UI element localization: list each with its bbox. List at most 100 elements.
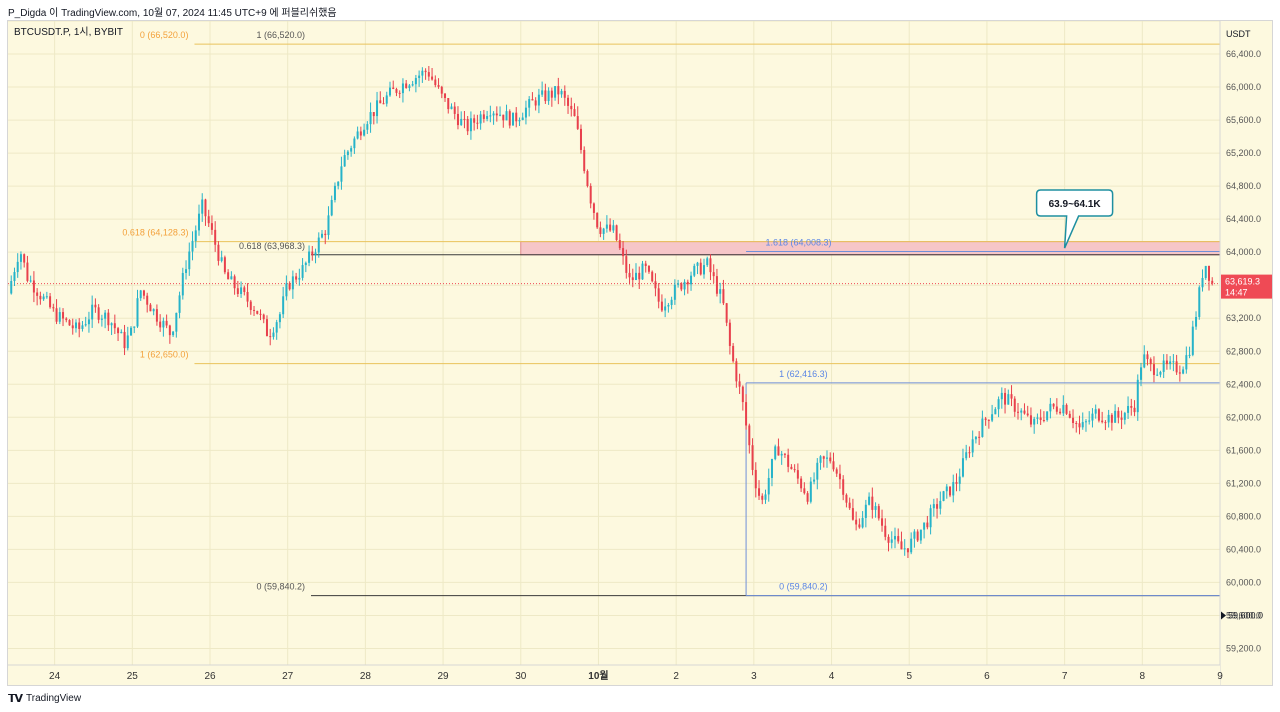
- candle-body: [382, 103, 385, 105]
- candle-body: [547, 90, 550, 102]
- candle-body: [848, 502, 851, 509]
- candle-body: [265, 319, 268, 337]
- candle-body: [32, 280, 35, 293]
- candle-body: [835, 469, 838, 474]
- candle-body: [887, 536, 890, 543]
- candle-body: [868, 496, 871, 505]
- candle-body: [855, 519, 858, 525]
- candle-body: [531, 99, 534, 101]
- candle-body: [647, 265, 650, 272]
- candle-body: [1146, 354, 1149, 360]
- candle-body: [269, 336, 272, 338]
- fib-level-label: 1 (62,416.3): [779, 369, 828, 379]
- price-tick-label: 62,000.0: [1226, 412, 1261, 422]
- candle-body: [790, 466, 793, 470]
- candle-body: [447, 98, 450, 110]
- candle-body: [816, 462, 819, 480]
- candle-body: [1123, 412, 1126, 420]
- candle-body: [476, 122, 479, 124]
- candle-body: [602, 228, 605, 234]
- candle-body: [576, 116, 579, 129]
- candle-body: [667, 304, 670, 307]
- candle-body: [298, 277, 301, 280]
- candle-body: [903, 548, 906, 550]
- candle-body: [1036, 417, 1039, 419]
- candle-body: [654, 281, 657, 289]
- candle-body: [961, 458, 964, 477]
- candle-body: [657, 288, 660, 302]
- candle-body: [615, 225, 618, 241]
- candle-body: [142, 290, 145, 296]
- candle-body: [1084, 421, 1087, 423]
- time-tick-label: 7: [1062, 671, 1068, 682]
- candle-body: [560, 90, 563, 95]
- candle-body: [534, 100, 537, 106]
- candle-body: [987, 419, 990, 421]
- candle-body: [958, 476, 961, 484]
- candle-body: [495, 113, 498, 116]
- callout-bubble: [1035, 189, 1114, 249]
- candle-body: [994, 409, 997, 415]
- chart-frame: 0 (66,520.0) 0.618 (64,128.3) 1 (62,650.0)…: [7, 20, 1273, 686]
- candle-body: [706, 258, 709, 266]
- candlestick-chart[interactable]: 0 (66,520.0) 0.618 (64,128.3) 1 (62,650.0)…: [8, 20, 1272, 685]
- candle-body: [84, 324, 87, 326]
- candle-body: [874, 506, 877, 510]
- candle-body: [1007, 394, 1010, 405]
- candle-body: [524, 107, 527, 118]
- fib-level-label: 1.618 (64,008.3): [765, 237, 831, 247]
- candle-body: [1049, 403, 1052, 412]
- candle-body: [567, 97, 570, 106]
- candle-body: [997, 399, 1000, 410]
- candle-body: [100, 318, 103, 320]
- candle-body: [346, 151, 349, 156]
- candle-body: [680, 283, 683, 290]
- time-tick-label: 27: [282, 671, 294, 682]
- candle-body: [1039, 417, 1042, 420]
- candle-body: [107, 312, 110, 326]
- candle-body: [10, 280, 13, 294]
- candle-body: [434, 79, 437, 86]
- price-tick-label: 64,400.0: [1226, 214, 1261, 224]
- candle-body: [1101, 420, 1104, 423]
- plot-background: [8, 21, 1220, 665]
- candle-body: [1140, 367, 1143, 380]
- candle-body: [1149, 359, 1152, 365]
- candle-body: [592, 203, 595, 213]
- candle-body: [511, 112, 515, 126]
- candle-body: [39, 295, 42, 300]
- candle-body: [392, 87, 395, 89]
- candle-body: [968, 452, 971, 454]
- candle-body: [984, 418, 987, 420]
- candle-body: [897, 536, 900, 542]
- price-tick-label: 64,000.0: [1226, 247, 1261, 257]
- candle-body: [1052, 403, 1055, 407]
- price-tick-label: 59,200.0: [1226, 643, 1261, 653]
- candle-body: [327, 215, 330, 236]
- candle-body: [505, 111, 508, 121]
- candle-body: [1091, 413, 1094, 421]
- candle-body: [1104, 422, 1107, 424]
- candle-body: [754, 469, 757, 489]
- candle-body: [136, 298, 139, 327]
- candle-body: [780, 453, 783, 456]
- price-axis[interactable]: USDT 66,400.0 66,000.0 65,600.0 65,200.0 64,8…: [1219, 21, 1272, 685]
- price-tick-label: 65,600.0: [1226, 115, 1261, 125]
- candle-body: [233, 276, 236, 289]
- candle-body: [401, 83, 404, 94]
- price-tick-label: 60,000.0: [1226, 577, 1261, 587]
- candle-body: [278, 314, 281, 323]
- candle-body: [919, 529, 922, 541]
- candle-body: [330, 199, 333, 216]
- candle-body: [1127, 405, 1130, 413]
- candle-body: [1162, 360, 1165, 372]
- time-axis[interactable]: 24 25 26 27 28 29 30 10월 2 3 4 5 6 7 8 9: [8, 664, 1223, 685]
- candle-body: [596, 212, 599, 228]
- candle-body: [149, 304, 152, 312]
- candle-body: [133, 326, 136, 328]
- candle-body: [686, 281, 689, 285]
- candle-body: [343, 155, 346, 167]
- candle-body: [557, 86, 560, 95]
- candle-body: [777, 446, 780, 456]
- candle-body: [217, 244, 220, 261]
